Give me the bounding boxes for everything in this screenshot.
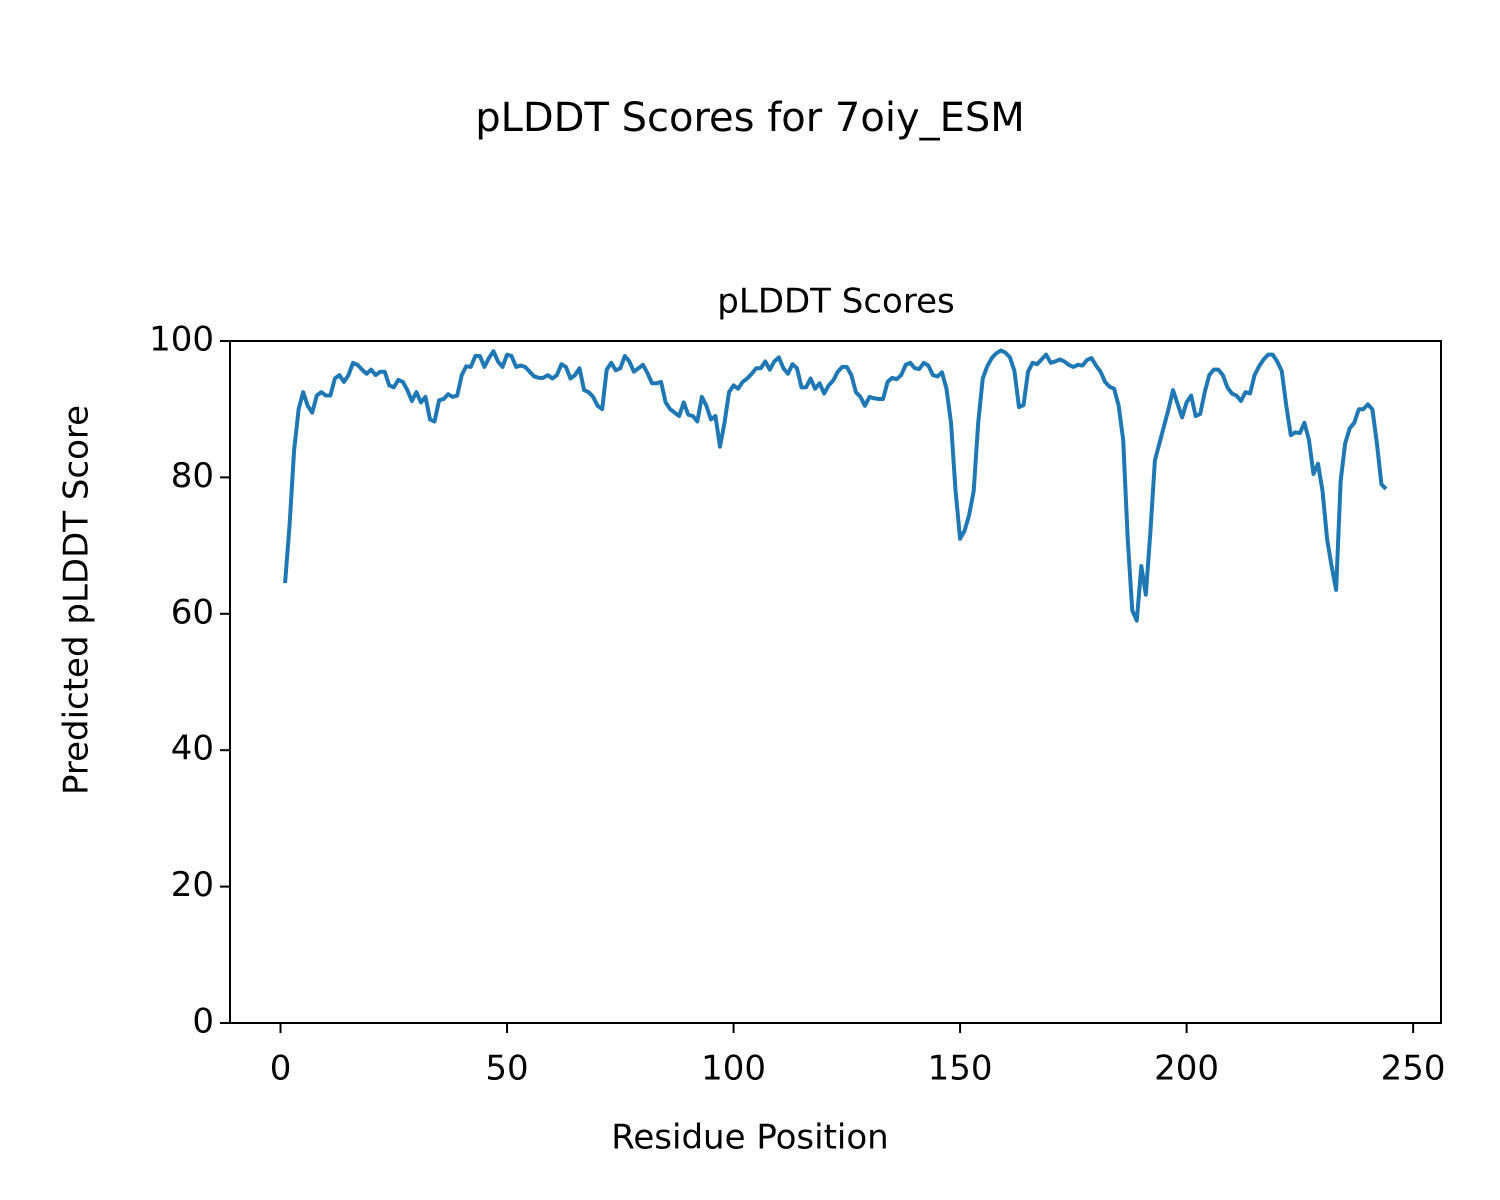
x-tick-label: 250 <box>1381 1049 1446 1089</box>
chart-title: pLDDT Scores for 7oiy_ESM <box>475 95 1025 141</box>
plot-frame <box>229 340 1442 1024</box>
x-tick-label: 50 <box>485 1049 528 1089</box>
x-tick-label: 150 <box>928 1049 993 1089</box>
line-series <box>283 348 1388 623</box>
y-tick-label: 60 <box>171 592 214 632</box>
y-tick-label: 100 <box>149 320 214 360</box>
x-tick-label: 200 <box>1154 1049 1219 1089</box>
y-axis-label: Predicted pLDDT Score <box>57 405 97 795</box>
y-tick-label: 40 <box>171 729 214 769</box>
y-tick-label: 80 <box>171 456 214 496</box>
x-axis-label: Residue Position <box>611 1118 888 1158</box>
axes-title: pLDDT Scores <box>717 282 954 322</box>
x-tick-label: 0 <box>270 1049 292 1089</box>
x-tick-label: 100 <box>701 1049 766 1089</box>
y-tick-label: 20 <box>171 865 214 905</box>
y-tick-label: 0 <box>192 1002 214 1042</box>
